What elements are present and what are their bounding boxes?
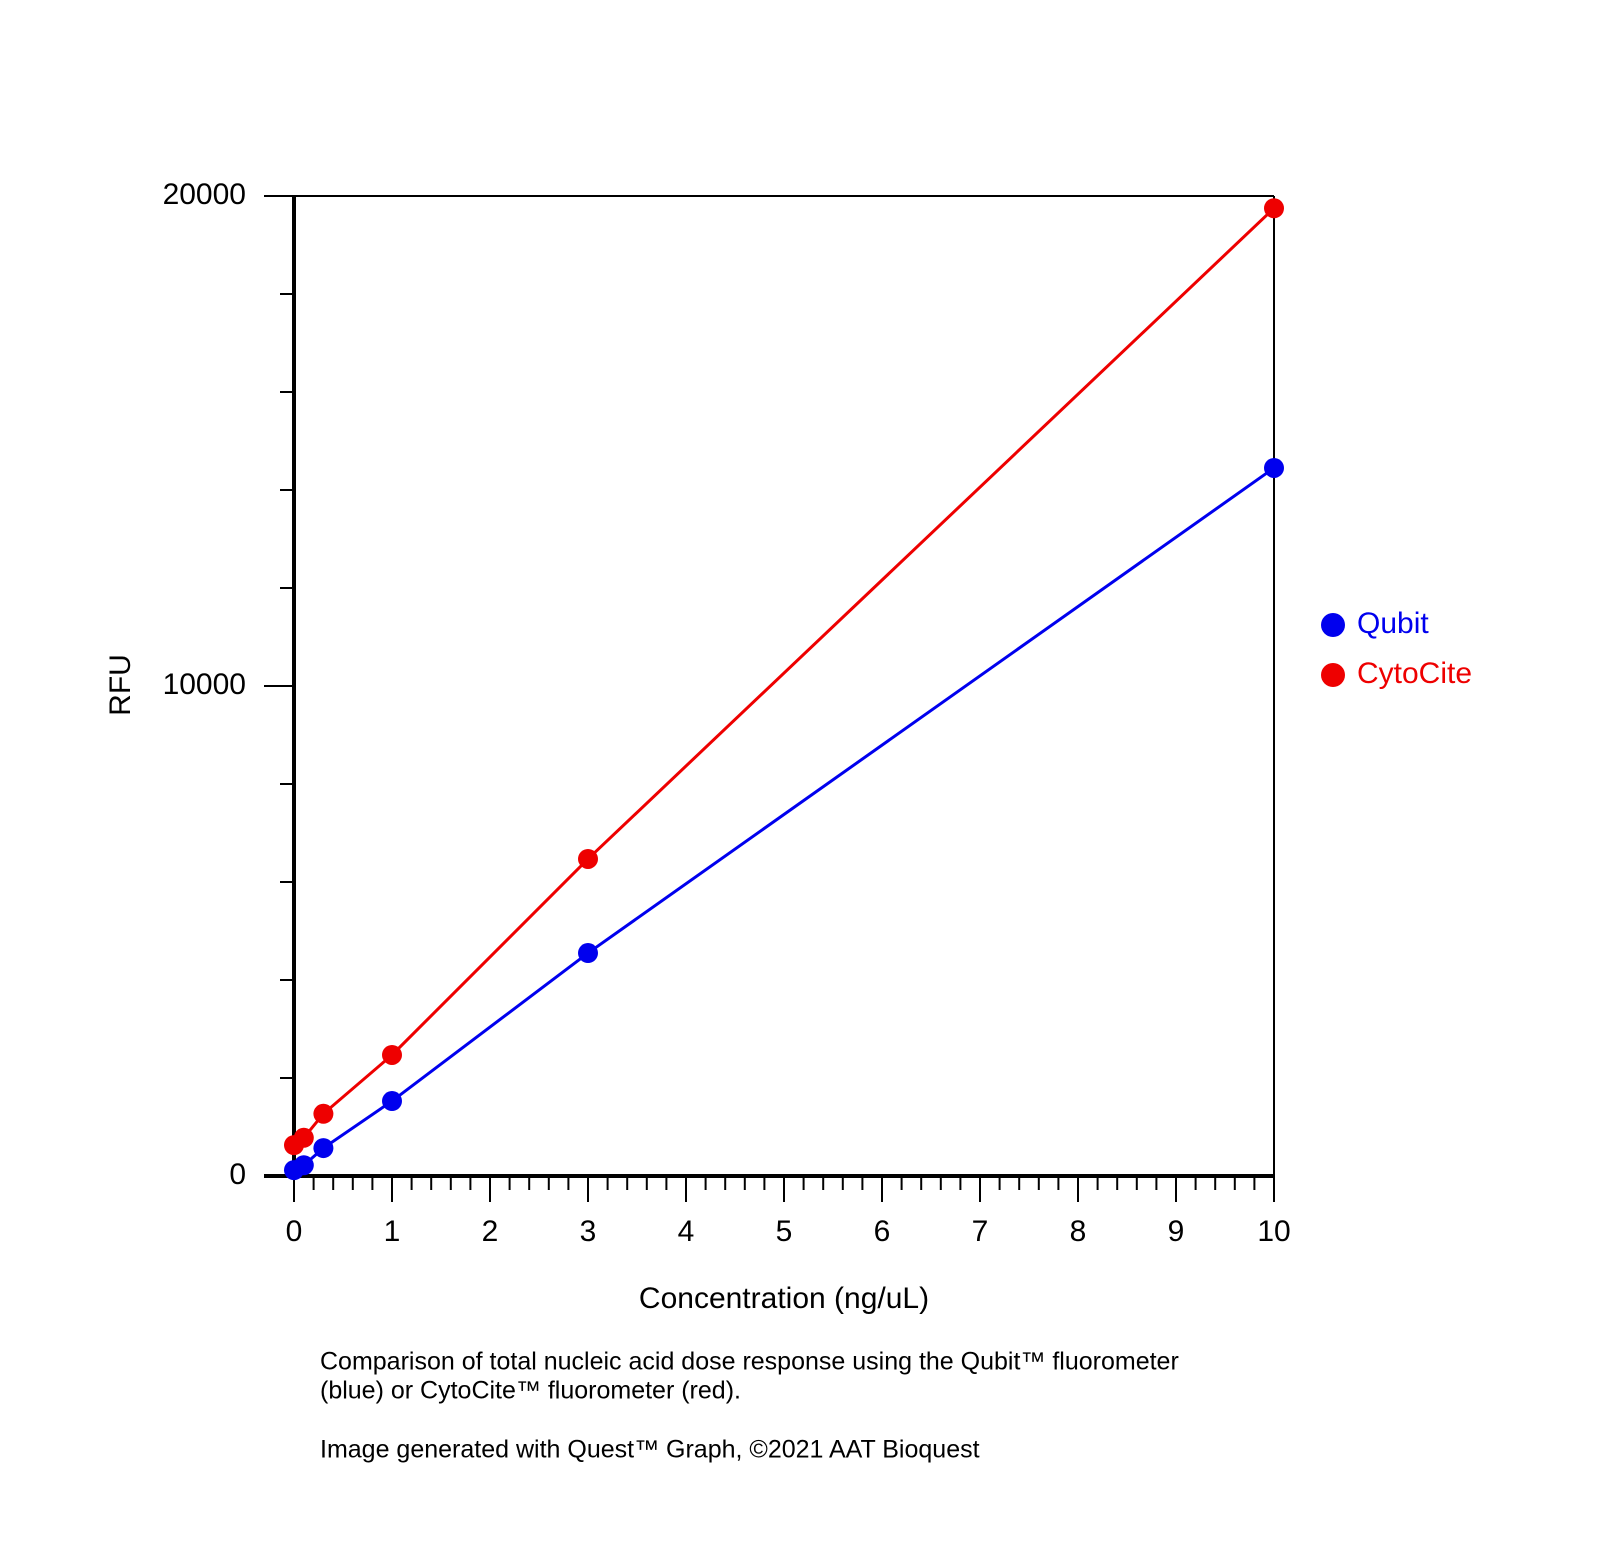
x-axis-label: Concentration (ng/uL) — [639, 1282, 929, 1315]
data-point — [578, 943, 598, 964]
x-tick-label: 6 — [874, 1215, 891, 1248]
x-tick-label: 3 — [580, 1215, 597, 1248]
data-point — [293, 1127, 314, 1148]
y-tick-label: 0 — [229, 1158, 246, 1191]
caption: Image generated with Quest™ Graph, ©2021… — [320, 1436, 980, 1464]
series-line — [293, 466, 1275, 1172]
data-point — [293, 1155, 314, 1176]
legend-marker — [1321, 613, 1345, 637]
y-axis-label: RFU — [104, 654, 137, 716]
legend-label: CytoCite — [1357, 657, 1472, 690]
data-point — [1264, 198, 1284, 219]
data-point — [578, 848, 598, 869]
y-tick-label: 10000 — [163, 668, 246, 701]
x-tick-label: 0 — [286, 1215, 303, 1248]
caption: Comparison of total nucleic acid dose re… — [320, 1348, 1179, 1376]
x-tick-label: 10 — [1257, 1215, 1290, 1248]
data-point — [382, 1044, 402, 1065]
data-point — [382, 1091, 402, 1112]
series-line — [293, 207, 1276, 1147]
x-tick-label: 8 — [1070, 1215, 1087, 1248]
y-tick-label: 20000 — [163, 178, 246, 211]
x-tick-label: 4 — [678, 1215, 695, 1248]
data-point — [313, 1103, 334, 1124]
x-tick-label: 7 — [972, 1215, 989, 1248]
data-point — [1264, 457, 1284, 478]
x-tick-label: 2 — [482, 1215, 499, 1248]
legend-marker — [1321, 663, 1345, 687]
x-tick-label: 9 — [1168, 1215, 1185, 1248]
legend-label: Qubit — [1357, 607, 1429, 640]
caption: (blue) or CytoCite™ fluorometer (red). — [320, 1377, 741, 1405]
data-point — [313, 1138, 334, 1159]
x-tick-label: 5 — [776, 1215, 793, 1248]
x-tick-label: 1 — [384, 1215, 401, 1248]
